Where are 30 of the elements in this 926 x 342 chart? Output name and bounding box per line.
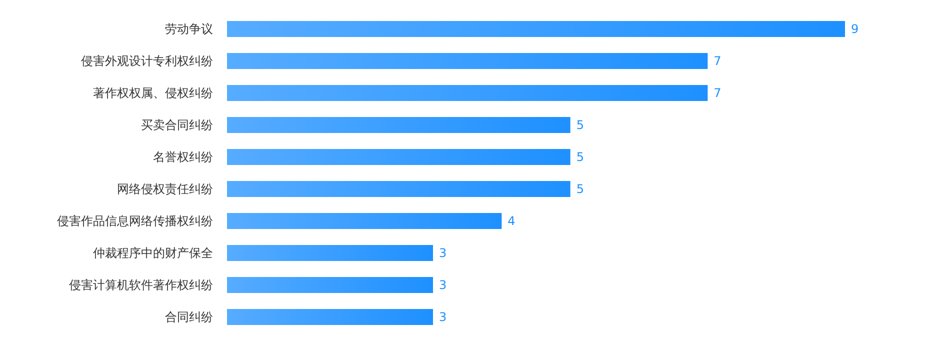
bar bbox=[227, 277, 433, 293]
y-tick-label: 著作权权属、侵权纠纷 bbox=[93, 86, 213, 100]
bar bbox=[227, 309, 433, 325]
bar bbox=[227, 245, 433, 261]
y-tick-label: 名誉权纠纷 bbox=[153, 150, 213, 164]
y-tick-label: 侵害计算机软件著作权纠纷 bbox=[69, 278, 213, 292]
bar bbox=[227, 213, 502, 229]
y-tick-label: 侵害外观设计专利权纠纷 bbox=[81, 54, 213, 68]
data-label: 4 bbox=[508, 214, 516, 228]
data-label: 7 bbox=[714, 54, 722, 68]
y-tick-label: 合同纠纷 bbox=[165, 310, 213, 324]
y-tick-label: 劳动争议 bbox=[165, 22, 213, 36]
data-label: 5 bbox=[576, 150, 584, 164]
bar bbox=[227, 181, 570, 197]
bar bbox=[227, 53, 708, 69]
data-label: 7 bbox=[714, 86, 722, 100]
y-tick-label: 买卖合同纠纷 bbox=[141, 118, 213, 132]
data-label: 5 bbox=[576, 182, 584, 196]
data-label: 3 bbox=[439, 278, 447, 292]
bar bbox=[227, 85, 708, 101]
bar bbox=[227, 21, 845, 37]
y-tick-label: 网络侵权责任纠纷 bbox=[117, 182, 213, 196]
data-label: 3 bbox=[439, 246, 447, 260]
data-label: 9 bbox=[851, 22, 859, 36]
y-tick-label: 侵害作品信息网络传播权纠纷 bbox=[57, 214, 213, 228]
bar bbox=[227, 149, 570, 165]
data-label: 3 bbox=[439, 310, 447, 324]
y-tick-label: 仲裁程序中的财产保全 bbox=[93, 246, 213, 260]
data-label: 5 bbox=[576, 118, 584, 132]
bar bbox=[227, 117, 570, 133]
